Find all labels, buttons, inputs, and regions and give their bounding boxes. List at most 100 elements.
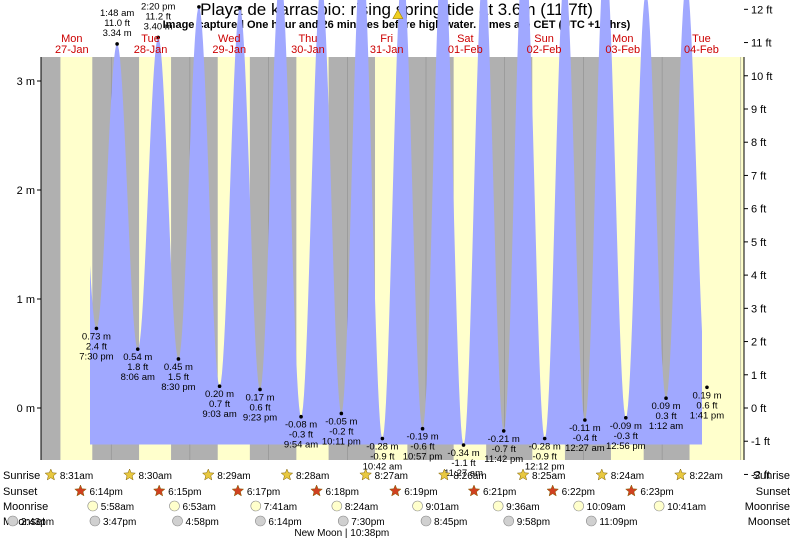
- tide-ft-label: 11.0 ft: [104, 18, 130, 29]
- right-axis-tick-label: 5 ft: [751, 237, 766, 249]
- row-label-right-sunset: Sunset: [756, 486, 790, 498]
- moonrise-icon: [331, 500, 343, 512]
- tide-ft-label: 0.3 ft: [655, 411, 676, 422]
- row-label-left-sunset: Sunset: [3, 486, 37, 498]
- left-axis-tick-label: 2 m: [17, 185, 35, 197]
- tide-m-label: -0.28 m: [529, 442, 561, 453]
- tide-ft-label: 2.4 ft: [86, 341, 107, 352]
- sunrise-time: 8:24am: [611, 471, 644, 482]
- day-name-label: Tue: [141, 33, 160, 45]
- sunrise-time: 8:29am: [217, 471, 250, 482]
- tide-ft-label: -0.4 ft: [573, 433, 598, 444]
- day-date-label: 01-Feb: [448, 44, 483, 56]
- day-name-label: Thu: [298, 33, 317, 45]
- moonrise-time: 5:58am: [101, 502, 134, 513]
- right-axis-tick-label: 10 ft: [751, 71, 772, 83]
- sunset-icon: [625, 484, 638, 497]
- tide-ft-label: 0.7 ft: [209, 399, 230, 410]
- tide-m-label: 0.45 m: [164, 362, 193, 373]
- tide-ft-label: -0.3 ft: [614, 431, 639, 442]
- sunrise-icon: [437, 468, 451, 481]
- day-name-label: Fri: [380, 33, 393, 45]
- day-date-label: 02-Feb: [527, 44, 562, 56]
- tide-time-label: 11:42 pm: [484, 454, 523, 465]
- tide-m-label: 3.68 m: [184, 0, 213, 2]
- tide-point: [501, 429, 506, 433]
- daylight-band: [60, 57, 93, 460]
- moonrise-icon: [250, 500, 262, 512]
- tide-time-label: 1:41 pm: [690, 410, 724, 421]
- tide-point: [197, 5, 201, 9]
- sunrise-icon: [674, 468, 687, 481]
- tide-ft-label: -1.1 ft: [451, 458, 476, 469]
- tide-ft-label: 0.6 ft: [696, 400, 717, 411]
- tide-ft-label: 0.6 ft: [249, 402, 270, 413]
- sunset-icon: [231, 484, 245, 497]
- tide-time-label: 8:30 pm: [161, 382, 195, 393]
- tide-point: [420, 426, 425, 431]
- moonrise-time: 8:24am: [345, 502, 378, 513]
- tide-time-label: 9:54 am: [284, 440, 318, 451]
- tide-ft-label: 11.2 ft: [145, 11, 171, 22]
- right-axis-tick-label: 11 ft: [751, 38, 772, 50]
- tide-m-label: -0.28 m: [366, 442, 398, 453]
- sunset-icon: [152, 484, 166, 497]
- moonset-icon: [586, 515, 597, 527]
- right-axis-tick-label: -1 ft: [751, 436, 770, 448]
- sunrise-icon: [280, 468, 294, 481]
- tide-m-label: 0.17 m: [245, 392, 274, 403]
- sunrise-time: 8:26am: [453, 471, 486, 482]
- tide-m-label: -0.34 m: [447, 448, 479, 459]
- tide-m-label: 0.73 m: [82, 331, 111, 342]
- tide-time-label: 8:06 am: [121, 372, 155, 383]
- row-label-right-moonset: Moonset: [748, 516, 790, 528]
- tide-m-label: -0.09 m: [610, 421, 642, 432]
- tide-m-label: -0.19 m: [406, 432, 438, 443]
- tide-time-label: 9:03 am: [202, 409, 236, 420]
- sunset-time: 6:15pm: [168, 487, 201, 498]
- moonset-icon: [420, 515, 432, 527]
- sunrise-icon: [359, 468, 373, 481]
- tide-point: [238, 6, 242, 10]
- left-axis-tick-label: 1 m: [17, 294, 35, 306]
- tide-m-label: 3.34 m: [103, 28, 132, 39]
- moonset-icon: [503, 515, 515, 527]
- tide-time-label: 10:42 am: [363, 462, 403, 473]
- row-label-right-sunrise: Sunrise: [753, 470, 790, 482]
- tide-ft-label: -0.9 ft: [370, 452, 395, 463]
- right-axis-tick-label: 3 ft: [751, 303, 766, 315]
- sunset-icon: [310, 484, 323, 497]
- day-date-label: 31-Jan: [370, 44, 404, 56]
- moonset-time: 6:14pm: [268, 517, 301, 528]
- sunrise-time: 8:22am: [689, 471, 722, 482]
- sunset-time: 6:14pm: [89, 487, 122, 498]
- moonrise-icon: [653, 500, 665, 512]
- day-date-label: 29-Jan: [212, 44, 246, 56]
- tide-point: [156, 35, 161, 40]
- sunset-icon: [546, 484, 560, 497]
- tide-point: [135, 347, 140, 351]
- tide-ft-label: -0.2 ft: [329, 426, 354, 437]
- tide-area: [90, 0, 702, 445]
- moonset-icon: [255, 515, 266, 527]
- current-tide-marker: [392, 8, 404, 19]
- right-axis-tick-label: 4 ft: [751, 270, 766, 282]
- tide-time-label: 12:12 pm: [525, 462, 565, 473]
- row-label-left-sunrise: Sunrise: [3, 470, 40, 482]
- day-date-label: 04-Feb: [684, 44, 719, 56]
- tide-ft-label: 1.8 ft: [127, 362, 148, 373]
- moonrise-icon: [169, 500, 180, 512]
- moonrise-icon: [87, 500, 99, 512]
- moonrise-time: 7:41am: [264, 502, 297, 513]
- moonrise-time: 9:36am: [506, 502, 539, 513]
- moonset-icon: [337, 515, 349, 527]
- day-date-label: 28-Jan: [134, 44, 168, 56]
- tide-m-label: 0.54 m: [123, 352, 152, 363]
- day-date-label: 30-Jan: [291, 44, 325, 56]
- tide-point: [94, 326, 99, 331]
- tide-point: [115, 42, 119, 46]
- day-name-label: Mon: [61, 33, 82, 45]
- tide-time-label: 1:12 am: [649, 421, 683, 432]
- tide-time-label: 10:11 pm: [322, 436, 361, 447]
